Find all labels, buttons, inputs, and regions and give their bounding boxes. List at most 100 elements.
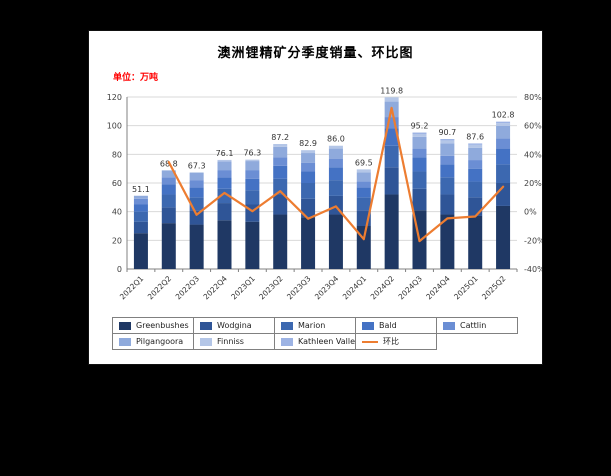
bar-segment-greenbushes (161, 223, 176, 269)
bar-segment-finniss (356, 169, 371, 173)
bar-segment-marion (384, 145, 399, 168)
bar-segment-pilgangoora (133, 195, 148, 199)
legend-item-marion: Marion (274, 317, 356, 334)
left-axis-tick-label: 20 (112, 236, 122, 245)
bar-total-label: 95.2 (411, 122, 429, 131)
x-axis-label: 2022Q3 (174, 274, 202, 302)
bar-segment-finniss (468, 144, 483, 148)
legend-item-kathleen-valley: Kathleen Valley (274, 333, 356, 350)
bar-total-label: 69.5 (355, 158, 373, 167)
bar-segment-cattlin (301, 162, 316, 172)
bar-segment-marion (301, 183, 316, 199)
x-axis-label: 2022Q1 (118, 274, 146, 302)
bar-segment-cattlin (328, 158, 343, 168)
bar-total-label: 119.8 (380, 86, 403, 95)
bar-segment-greenbushes (301, 217, 316, 269)
bar-segment-finniss (384, 97, 399, 102)
qoq-line (167, 106, 505, 243)
left-axis-tick-label: 0 (117, 265, 122, 274)
x-axis-label: 2023Q2 (257, 274, 285, 302)
bar-total-label: 82.9 (299, 139, 317, 148)
bar-total-label: 102.8 (492, 111, 515, 120)
bar-segment-bald (189, 187, 204, 198)
bar-segment-greenbushes (328, 214, 343, 269)
left-axis-tick-label: 120 (107, 93, 122, 102)
legend-line-swatch (362, 340, 378, 343)
bar-segment-marion (496, 164, 511, 183)
bar-segment-bald (440, 164, 455, 178)
right-axis-tick-label: 0% (524, 208, 537, 217)
bar-segment-wodgina (161, 207, 176, 224)
bar-segment-cattlin (161, 177, 176, 185)
bar-segment-greenbushes (273, 214, 288, 269)
bar-total-label: 87.6 (466, 132, 484, 141)
bar-segment-bald (384, 128, 399, 146)
legend-item-环比: 环比 (355, 333, 437, 350)
legend-color-swatch (281, 321, 293, 330)
bar-segment-bald (161, 184, 176, 195)
right-axis-tick-label: -20% (524, 236, 542, 245)
legend-item-wodgina: Wodgina (193, 317, 275, 334)
bar-segment-wodgina (189, 210, 204, 225)
bar-segment-pilgangoora (328, 148, 343, 159)
bar-total-label: 76.1 (216, 149, 234, 158)
x-axis-label: 2024Q2 (369, 274, 397, 302)
left-axis-tick-label: 40 (112, 208, 122, 217)
bar-segment-cattlin (440, 155, 455, 165)
legend: Greenbushes Wodgina Marion Bald Cattlin Pilga… (112, 317, 518, 350)
bar-segment-pilgangoora (301, 153, 316, 163)
chart-panel: 澳洲锂精矿分季度销量、环比图 单位：万吨 0 20 40 60 80 100 120 -40%… (88, 30, 543, 365)
x-axis-label: 2025Q1 (452, 274, 480, 302)
right-axis-tick-label: 20% (524, 179, 542, 188)
bar-segment-greenbushes (133, 233, 148, 269)
bar-segment-greenbushes (468, 215, 483, 269)
left-axis-tick-label: 80 (112, 150, 122, 159)
bar-segment-wodgina (133, 221, 148, 234)
legend-label: 环比 (383, 337, 399, 346)
legend-label: Cattlin (460, 321, 487, 330)
bar-segment-wodgina (301, 198, 316, 218)
bar-segment-finniss (328, 145, 343, 149)
bar-segment-pilgangoora (217, 161, 232, 171)
legend-label: Finniss (217, 337, 244, 346)
legend-item-cattlin: Cattlin (436, 317, 518, 334)
bar-segment-greenbushes (440, 214, 455, 269)
bar-segment-bald (273, 165, 288, 179)
bar-segment-pilgangoora (356, 172, 371, 182)
chart-title: 澳洲锂精矿分季度销量、环比图 (217, 46, 414, 61)
bar-segment-bald (217, 177, 232, 189)
x-axis-label: 2022Q2 (146, 274, 174, 302)
legend-item-bald: Bald (355, 317, 437, 334)
bar-segment-finniss (273, 144, 288, 147)
bar-segment-bald (412, 157, 427, 172)
legend-color-swatch (119, 321, 131, 330)
bar-segment-cattlin (384, 117, 399, 129)
bar-segment-marion (133, 211, 148, 222)
right-axis-tick-label: -40% (524, 265, 542, 274)
x-axis-label: 2023Q4 (313, 274, 341, 302)
bar-segment-finniss (245, 159, 260, 162)
bar-segment-pilgangoora (273, 146, 288, 158)
bar-segment-bald (133, 204, 148, 212)
bar-segment-finniss (301, 150, 316, 154)
bar-segment-greenbushes (245, 221, 260, 269)
right-axis-tick-label: 40% (524, 150, 542, 159)
legend-label: Wodgina (217, 321, 252, 330)
bar-segment-marion (245, 190, 260, 205)
legend-row: Greenbushes Wodgina Marion Bald Cattlin (112, 317, 518, 334)
bar-segment-bald (356, 187, 371, 198)
x-axis-label: 2024Q4 (424, 274, 452, 302)
bar-segment-pilgangoora (245, 161, 260, 171)
bar-segment-cattlin (217, 170, 232, 178)
legend-color-swatch (443, 321, 455, 330)
bar-segment-pilgangoora (468, 147, 483, 161)
bar-total-label: 67.3 (188, 162, 206, 171)
bar-segment-bald (245, 178, 260, 191)
bar-segment-bald (496, 148, 511, 165)
bar-segment-greenbushes (496, 205, 511, 269)
bar-segment-wodgina (440, 194, 455, 215)
bar-segment-wodgina (496, 183, 511, 206)
legend-color-swatch (362, 321, 374, 330)
bar-segment-pilgangoora (412, 136, 427, 149)
legend-label: Bald (379, 321, 397, 330)
